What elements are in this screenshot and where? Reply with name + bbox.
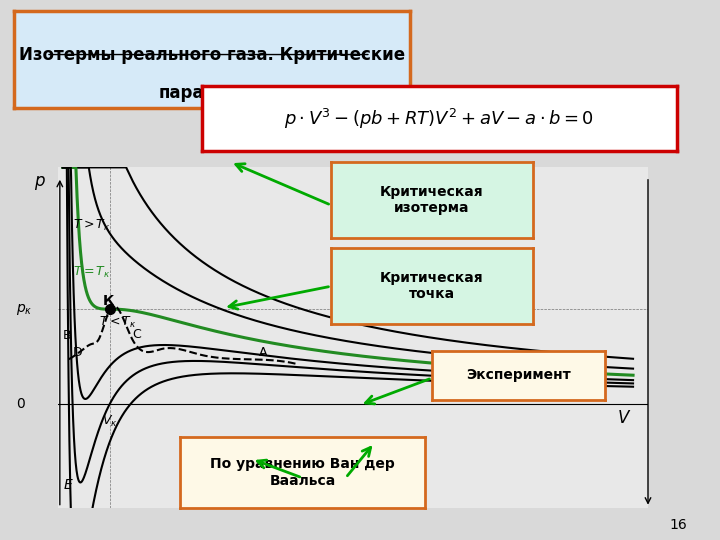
- Text: Критическая
изотерма: Критическая изотерма: [380, 185, 484, 215]
- Text: Критическая
точка: Критическая точка: [380, 271, 484, 301]
- Text: $p \cdot V^3 - (pb + RT)V^2 + aV - a \cdot b = 0$: $p \cdot V^3 - (pb + RT)V^2 + aV - a \cd…: [284, 107, 594, 131]
- Text: $V_\kappa$: $V_\kappa$: [102, 414, 118, 429]
- Text: К: К: [102, 294, 114, 308]
- Text: B: B: [63, 329, 71, 342]
- Text: $T=T_\kappa$: $T=T_\kappa$: [73, 265, 110, 280]
- Text: E: E: [63, 478, 72, 492]
- Text: C: C: [132, 327, 141, 341]
- Text: $p_\kappa$: $p_\kappa$: [17, 302, 33, 316]
- Text: V: V: [618, 409, 629, 427]
- Text: 16: 16: [670, 518, 688, 532]
- Text: 0: 0: [17, 397, 25, 410]
- Text: параметры: параметры: [159, 84, 266, 103]
- Text: p: p: [34, 172, 44, 190]
- Text: Эксперимент: Эксперимент: [466, 368, 571, 382]
- Text: По уравнению Ван дер
Ваальса: По уравнению Ван дер Ваальса: [210, 457, 395, 488]
- Text: Изотермы реального газа. Критические: Изотермы реального газа. Критические: [19, 45, 405, 64]
- Text: A: A: [259, 346, 268, 360]
- Text: $T<T_\kappa$: $T<T_\kappa$: [99, 315, 136, 330]
- Text: D: D: [73, 346, 82, 360]
- Text: $T>T_\kappa$: $T>T_\kappa$: [73, 218, 110, 233]
